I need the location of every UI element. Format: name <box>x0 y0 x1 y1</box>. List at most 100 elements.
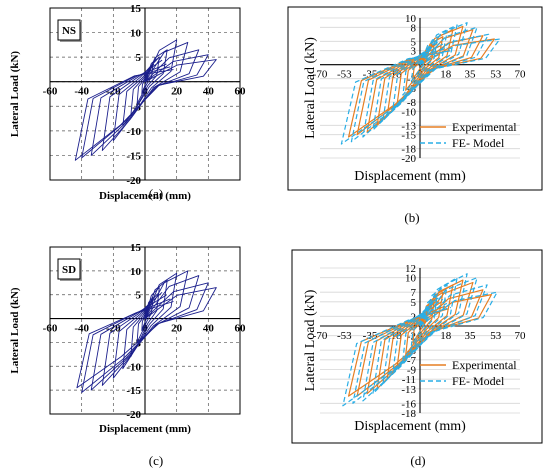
y-tick-label: 10 <box>405 273 417 285</box>
x-tick-label: -40 <box>74 323 89 335</box>
panel-badge: NS <box>62 25 76 37</box>
y-axis-title: Lateral Load (kN) <box>303 289 318 391</box>
x-tick-label: -53 <box>337 69 352 81</box>
y-axis-title: Lateral Load (kN) <box>9 287 21 374</box>
hysteresis-loop-series-0-cycle-2 <box>130 287 160 358</box>
y-tick-label: 2 <box>411 311 417 323</box>
y-tick-label: -15 <box>401 130 416 142</box>
x-axis-title: Displacement (mm) <box>99 190 191 202</box>
x-tick-label: -70 <box>313 330 328 342</box>
x-tick-label: 60 <box>235 86 247 98</box>
hysteresis-loop-series-0-cycle-3 <box>122 279 168 370</box>
y-tick-label: -18 <box>401 408 416 420</box>
y-tick-label: -15 <box>126 385 141 397</box>
y-tick-label: 5 <box>411 36 417 48</box>
hysteresis-loop-series-1-cycle-3 <box>382 24 458 122</box>
y-tick-label: 8 <box>411 22 417 34</box>
x-tick-label: -20 <box>106 323 121 335</box>
hysteresis-loop-series-0-cycle-1 <box>136 296 154 343</box>
chart-panel-c: -60 -40 -20 0 20 40 6015105-5-10-15-20Lateral … <box>9 242 246 468</box>
y-tick-label: 5 <box>136 290 142 302</box>
y-tick-label: -18 <box>401 144 416 156</box>
legend-entry: FE- Model <box>452 136 505 150</box>
panel-caption: (c) <box>149 453 163 468</box>
hysteresis-loop-series-0-cycle-7 <box>81 282 209 393</box>
x-axis-title: Displacement (mm) <box>99 423 191 435</box>
y-axis-title: Lateral Load (kN) <box>9 51 21 138</box>
x-tick-label: 20 <box>171 86 183 98</box>
y-tick-label: 12 <box>405 263 416 275</box>
chart-panel-b: -70 -53 -35 -18 0 18 35 53 70108530-3-5-8-10-13-… <box>287 6 543 225</box>
y-tick-label: -10 <box>401 106 416 118</box>
x-tick-label: -53 <box>337 330 352 342</box>
chart-frame <box>291 249 543 444</box>
x-tick-label: 35 <box>465 69 477 81</box>
y-tick-label: 7 <box>411 287 417 299</box>
y-tick-label: -11 <box>402 374 416 386</box>
x-tick-label: 18 <box>440 69 452 81</box>
x-tick-label: -60 <box>43 323 58 335</box>
x-tick-label: -70 <box>313 69 328 81</box>
hysteresis-loop-series-1-cycle-4 <box>372 22 468 131</box>
hysteresis-loop-series-0-cycle-6 <box>90 275 200 391</box>
y-tick-label: 10 <box>405 13 417 25</box>
panel-caption: (d) <box>410 453 425 468</box>
x-axis-title: Displacement (mm) <box>354 169 466 184</box>
y-tick-label: -13 <box>401 384 416 396</box>
y-tick-label: 15 <box>130 3 142 15</box>
y-tick-label: -10 <box>126 126 141 138</box>
hysteresis-loop-series-0-cycle-3 <box>122 49 168 127</box>
y-tick-label: 5 <box>136 52 142 64</box>
y-tick-label: -3 <box>407 74 417 86</box>
hysteresis-loop-series-0-cycle-8 <box>74 59 217 161</box>
hysteresis-loop-series-0-cycle-4 <box>112 39 178 142</box>
legend-entry: Experimental <box>452 120 517 134</box>
y-tick-label: -20 <box>401 153 416 165</box>
x-tick-label: 20 <box>171 323 183 335</box>
x-tick-label: 53 <box>490 330 502 342</box>
x-tick-label: 40 <box>203 86 215 98</box>
y-tick-label: 5 <box>411 297 417 309</box>
hysteresis-loop-series-1-cycle-7 <box>342 291 498 407</box>
chart-panel-d: -70 -53 -35 -18 0 18 35 53 7012107520-2-5-7-9-11… <box>291 249 543 468</box>
x-tick-label: -20 <box>106 86 121 98</box>
x-tick-label: 70 <box>515 330 527 342</box>
y-tick-label: -9 <box>407 365 417 377</box>
x-tick-label: 35 <box>465 330 477 342</box>
legend-entry: Experimental <box>452 358 517 372</box>
panel-caption: (a) <box>149 186 163 201</box>
y-axis-title: Lateral Load (kN) <box>303 37 318 139</box>
panel-badge: SD <box>62 264 76 276</box>
y-tick-label: -20 <box>126 175 141 187</box>
y-tick-label: -10 <box>126 361 141 373</box>
badge-box <box>57 19 81 41</box>
panel-caption: (b) <box>404 210 419 225</box>
y-tick-label: -8 <box>407 97 417 109</box>
x-tick-label: -60 <box>43 86 58 98</box>
x-tick-label: 60 <box>235 323 247 335</box>
x-axis-title: Displacement (mm) <box>354 419 466 434</box>
hysteresis-loop-series-1-cycle-4 <box>372 273 468 395</box>
x-tick-label: 18 <box>440 330 452 342</box>
x-tick-label: 40 <box>203 323 215 335</box>
y-tick-label: -16 <box>401 398 416 410</box>
chart-panel-a: -60 -40 -20 0 20 40 6015105-5-10-15-20Lateral … <box>9 3 246 202</box>
x-tick-label: 53 <box>490 69 502 81</box>
y-tick-label: -20 <box>126 409 141 421</box>
y-tick-label: -7 <box>407 355 417 367</box>
y-tick-label: 10 <box>130 28 142 40</box>
y-tick-label: -13 <box>401 120 416 132</box>
hysteresis-loop-series-0-cycle-2 <box>130 56 160 117</box>
badge-box <box>57 258 81 280</box>
chart-frame <box>287 6 543 191</box>
y-tick-label: 3 <box>411 46 417 58</box>
y-tick-label: -2 <box>407 331 416 343</box>
x-tick-label: 70 <box>515 69 527 81</box>
hysteresis-loop-series-0-cycle-8 <box>76 287 217 389</box>
y-tick-label: -15 <box>126 150 141 162</box>
hysteresis-loop-series-1-cycle-6 <box>350 33 490 143</box>
y-tick-label: 15 <box>130 242 142 254</box>
x-tick-label: -40 <box>74 86 89 98</box>
x-tick-label: 0 <box>142 86 148 98</box>
